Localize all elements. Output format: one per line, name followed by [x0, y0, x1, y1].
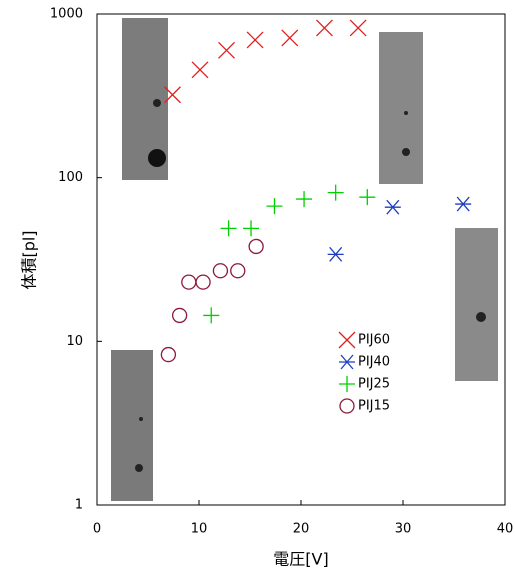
marker-shape — [384, 199, 401, 215]
marker-shape — [191, 61, 209, 79]
x-tick-label: 40 — [497, 522, 514, 537]
marker-shape — [338, 331, 356, 349]
marker — [171, 307, 188, 324]
marker — [248, 238, 264, 255]
marker-shape — [455, 196, 472, 212]
marker-shape — [171, 307, 188, 324]
marker — [212, 263, 229, 279]
marker — [359, 189, 376, 206]
marker-shape — [281, 29, 299, 47]
legend-label: PIJ40 — [358, 355, 390, 370]
marker — [266, 198, 283, 215]
marker — [191, 61, 209, 79]
x-axis-label: 電圧[V] — [273, 550, 328, 569]
marker-shape — [339, 354, 355, 370]
x-tick-label: 20 — [293, 522, 310, 537]
marker — [349, 19, 367, 37]
marker-shape — [212, 263, 229, 279]
marker — [218, 41, 235, 59]
marker-shape — [316, 19, 333, 37]
marker-shape — [266, 198, 283, 215]
marker — [455, 196, 472, 212]
legend-label: PIJ25 — [358, 377, 390, 392]
marker — [220, 220, 237, 237]
legend-marker — [339, 398, 355, 414]
x-tick-label: 10 — [191, 522, 208, 537]
marker-shape — [195, 274, 211, 290]
marker-shape — [296, 191, 313, 208]
marker — [181, 274, 197, 290]
marker — [327, 184, 344, 201]
marker-shape — [164, 86, 181, 104]
marker — [164, 86, 181, 104]
legend-marker — [339, 354, 355, 370]
marker-shape — [248, 238, 264, 255]
legend-marker — [339, 376, 355, 392]
legend-marker — [338, 331, 356, 349]
marker — [160, 346, 177, 363]
marker-shape — [218, 41, 235, 59]
marker-shape — [230, 263, 246, 279]
y-tick-label: 1 — [75, 498, 83, 513]
marker-shape — [339, 376, 355, 392]
marker — [230, 263, 246, 279]
marker-shape — [349, 19, 367, 37]
marker — [243, 220, 260, 237]
legend-label: PIJ15 — [358, 399, 390, 414]
photo — [111, 18, 498, 501]
marker — [195, 274, 211, 290]
marker — [384, 199, 401, 215]
marker — [327, 246, 344, 262]
marker-shape — [246, 31, 264, 49]
marker-shape — [220, 220, 237, 237]
marker — [316, 19, 333, 37]
marker — [296, 191, 313, 208]
x-tick-label: 0 — [93, 522, 101, 537]
marker — [246, 31, 264, 49]
marker-shape — [160, 346, 177, 363]
marker — [281, 29, 299, 47]
x-tick-label: 30 — [395, 522, 412, 537]
marker-shape — [243, 220, 260, 237]
y-axis-label: 体積[pl] — [20, 230, 39, 289]
marker-shape — [339, 398, 355, 414]
y-tick-label: 1000 — [50, 7, 83, 22]
legend-label: PIJ60 — [358, 333, 390, 348]
y-tick-label: 100 — [58, 170, 83, 185]
marker-shape — [359, 189, 376, 206]
marker-shape — [203, 307, 220, 324]
marker-shape — [327, 246, 344, 262]
marker — [203, 307, 220, 324]
y-tick-label: 10 — [66, 334, 83, 349]
marker-shape — [327, 184, 344, 201]
marker-shape — [181, 274, 197, 290]
